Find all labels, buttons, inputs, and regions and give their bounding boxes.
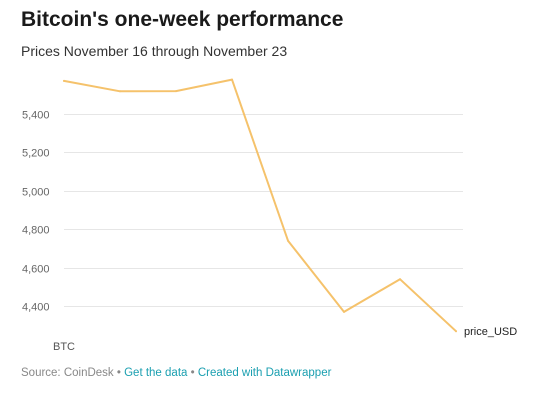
chart-subtitle: Prices November 16 through November 23 [21, 43, 288, 59]
chart-title: Bitcoin's one-week performance [21, 8, 344, 31]
footer-separator: • [113, 367, 125, 379]
chart-footer: Source: CoinDesk • Get the data • Create… [21, 367, 331, 379]
y-tick-label: 4,400 [22, 302, 50, 314]
x-start-label: BTC [53, 341, 75, 353]
y-tick-label: 4,600 [22, 264, 50, 276]
datawrapper-link[interactable]: Created with Datawrapper [197, 367, 332, 379]
footer-separator: • [187, 367, 198, 379]
y-tick-label: 5,400 [22, 110, 50, 122]
data-point [231, 78, 233, 81]
y-tick-label: 5,200 [22, 148, 50, 160]
get-data-link[interactable]: Get the data [124, 367, 188, 379]
data-point [63, 79, 65, 82]
data-point [119, 90, 121, 93]
data-point [455, 330, 457, 333]
y-tick-label: 4,800 [22, 225, 50, 237]
data-point [287, 239, 289, 242]
data-point [175, 90, 177, 93]
series-label: price_USD [464, 326, 517, 338]
data-point [399, 278, 401, 281]
series-line [63, 78, 457, 333]
data-point [343, 310, 345, 313]
source-note: Source: CoinDesk [21, 367, 114, 379]
y-tick-label: 5,000 [22, 187, 50, 199]
